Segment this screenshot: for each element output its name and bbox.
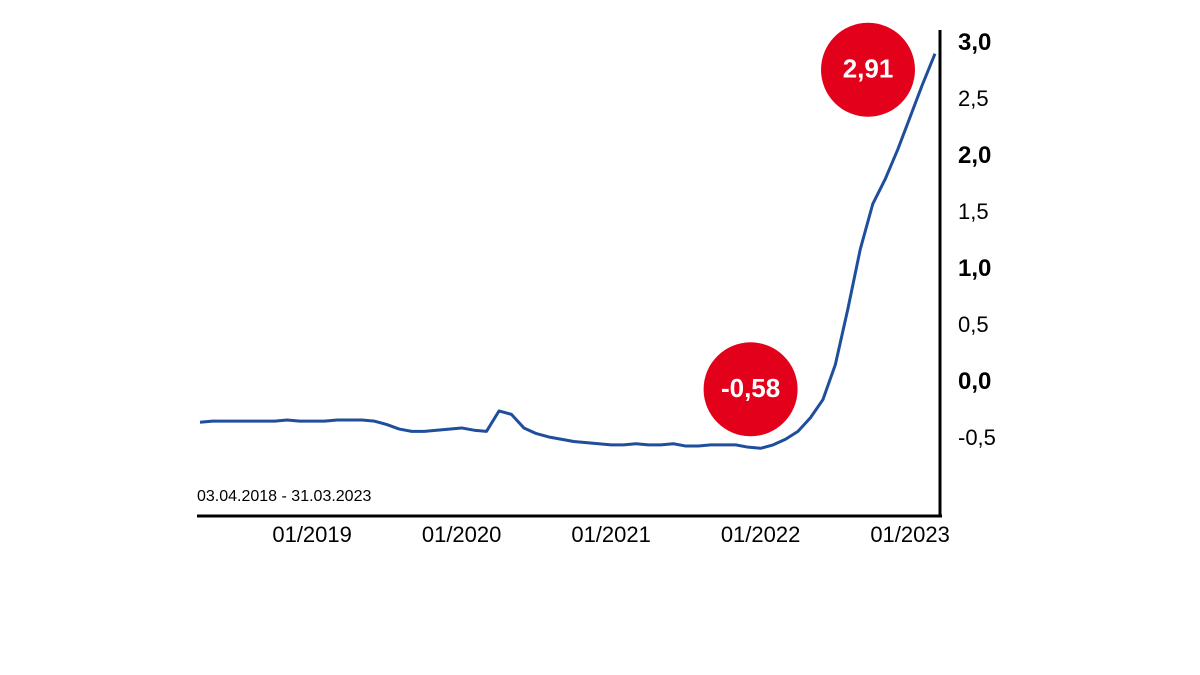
y-tick-label: -0,5: [958, 425, 996, 450]
data-line: [199, 53, 937, 450]
y-tick-label: 1,5: [958, 199, 989, 224]
y-tick-label: 3,0: [958, 29, 991, 56]
annotation-label: 2,91: [843, 54, 894, 84]
y-tick-label: 1,0: [958, 255, 991, 282]
y-tick-label: 0,0: [958, 368, 991, 395]
x-tick-label: 01/2023: [870, 522, 950, 547]
x-tick-label: 01/2020: [422, 522, 502, 547]
y-tick-label: 2,0: [958, 142, 991, 169]
y-tick-label: 2,5: [958, 86, 989, 111]
x-tick-label: 01/2021: [571, 522, 651, 547]
y-tick-label: 0,5: [958, 312, 989, 337]
x-tick-label: 01/2019: [272, 522, 352, 547]
date-range: 03.04.2018 - 31.03.2023: [197, 488, 371, 505]
x-tick-label: 01/2022: [721, 522, 801, 547]
annotation-label: -0,58: [721, 373, 780, 403]
annotation-bubble: [703, 342, 798, 437]
annotation-bubble: [821, 22, 915, 117]
